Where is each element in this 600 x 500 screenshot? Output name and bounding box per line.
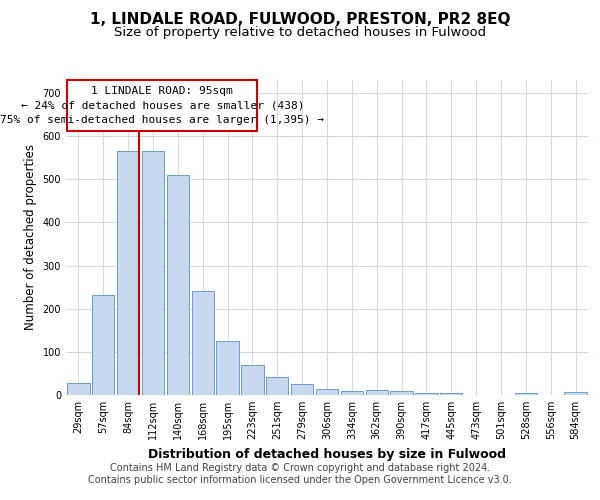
Bar [391,390,413,395]
Bar [365,390,388,395]
Bar [191,292,214,395]
Bar [415,393,437,395]
Bar [167,175,189,395]
Bar [341,390,363,395]
Bar [92,295,115,395]
FancyBboxPatch shape [67,80,257,131]
Bar [440,393,463,395]
Bar [217,341,239,395]
Bar [291,384,313,395]
Bar [241,365,263,395]
Bar [67,384,89,395]
Bar [117,151,139,395]
Text: Size of property relative to detached houses in Fulwood: Size of property relative to detached ho… [114,26,486,39]
Bar [316,388,338,395]
Text: Contains HM Land Registry data © Crown copyright and database right 2024.
Contai: Contains HM Land Registry data © Crown c… [88,464,512,485]
Y-axis label: Number of detached properties: Number of detached properties [24,144,37,330]
Bar [142,151,164,395]
Bar [266,377,289,395]
Text: 1 LINDALE ROAD: 95sqm
← 24% of detached houses are smaller (438)
75% of semi-det: 1 LINDALE ROAD: 95sqm ← 24% of detached … [1,86,325,126]
Bar [515,393,537,395]
Bar [565,392,587,395]
Text: 1, LINDALE ROAD, FULWOOD, PRESTON, PR2 8EQ: 1, LINDALE ROAD, FULWOOD, PRESTON, PR2 8… [90,12,510,28]
X-axis label: Distribution of detached houses by size in Fulwood: Distribution of detached houses by size … [148,448,506,460]
